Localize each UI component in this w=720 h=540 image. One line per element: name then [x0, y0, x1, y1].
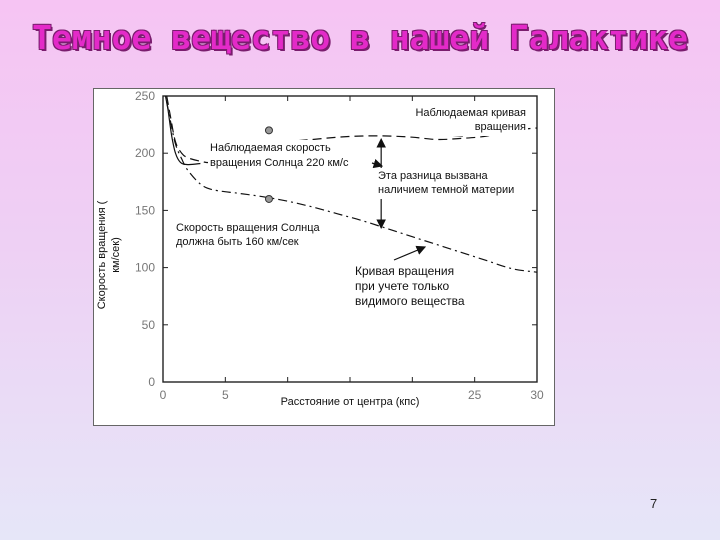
annotation-observed-curve-line-1: Наблюдаемая кривая [415, 107, 526, 119]
slide-title: Темное вещество в нашей Галактике [32, 18, 688, 57]
annotation-difference-bg [376, 168, 522, 199]
y-tick-label: 0 [148, 375, 155, 389]
sun-observed-pointer [371, 158, 384, 169]
annotation-observed-curve-line-2: вращения [475, 121, 526, 133]
annotation-visible-curve-line-1: Кривая вращения [355, 264, 454, 278]
y-axis-label-line2: км/сек) [110, 237, 122, 273]
annotation-visible-curve-line-2: при учете только [355, 279, 450, 293]
annotation-sun-expected-line-2: должна быть 160 км/сек [176, 236, 299, 248]
annotation-visible-curve-line-3: видимого вещества [355, 294, 465, 308]
y-tick-label: 50 [142, 318, 156, 332]
annotation-sun-observed-line-1: Наблюдаемая скорость [210, 142, 331, 154]
x-axis-label: Расстояние от центра (кпс) [281, 396, 420, 408]
y-tick-label: 100 [135, 261, 155, 275]
marker-sun-expected [264, 194, 273, 203]
x-tick-label: 30 [530, 388, 544, 402]
page-number: 7 [650, 496, 658, 511]
visible-curve-pointer [393, 245, 427, 261]
y-tick-label: 250 [135, 89, 155, 103]
annotation-sun-expected-bg [174, 220, 326, 251]
y-axis-label-line1: Скорость вращения ( [96, 200, 108, 309]
series-line-inner-peak [164, 95, 201, 166]
annotation-sun-expected-line-1: Скорость вращения Солнца [176, 222, 321, 234]
annotation-observed-curve-bg [413, 105, 528, 136]
x-tick-label: 25 [468, 388, 482, 402]
x-tick-label: 5 [222, 388, 229, 402]
annotation-difference-line-1: Эта разница вызвана [378, 170, 489, 182]
y-tick-label: 200 [135, 146, 155, 160]
annotation-sun-observed-bg [208, 140, 360, 173]
x-tick-label: 0 [160, 388, 167, 402]
y-tick-label: 150 [135, 203, 155, 217]
marker-sun-observed [264, 126, 273, 135]
annotation-visible-curve-bg [353, 263, 472, 311]
annotation-difference-line-2: наличием темной материи [378, 184, 514, 196]
series-line-visible [166, 101, 538, 273]
annotation-sun-observed-line-2: вращения Солнца 220 км/с [210, 157, 349, 169]
